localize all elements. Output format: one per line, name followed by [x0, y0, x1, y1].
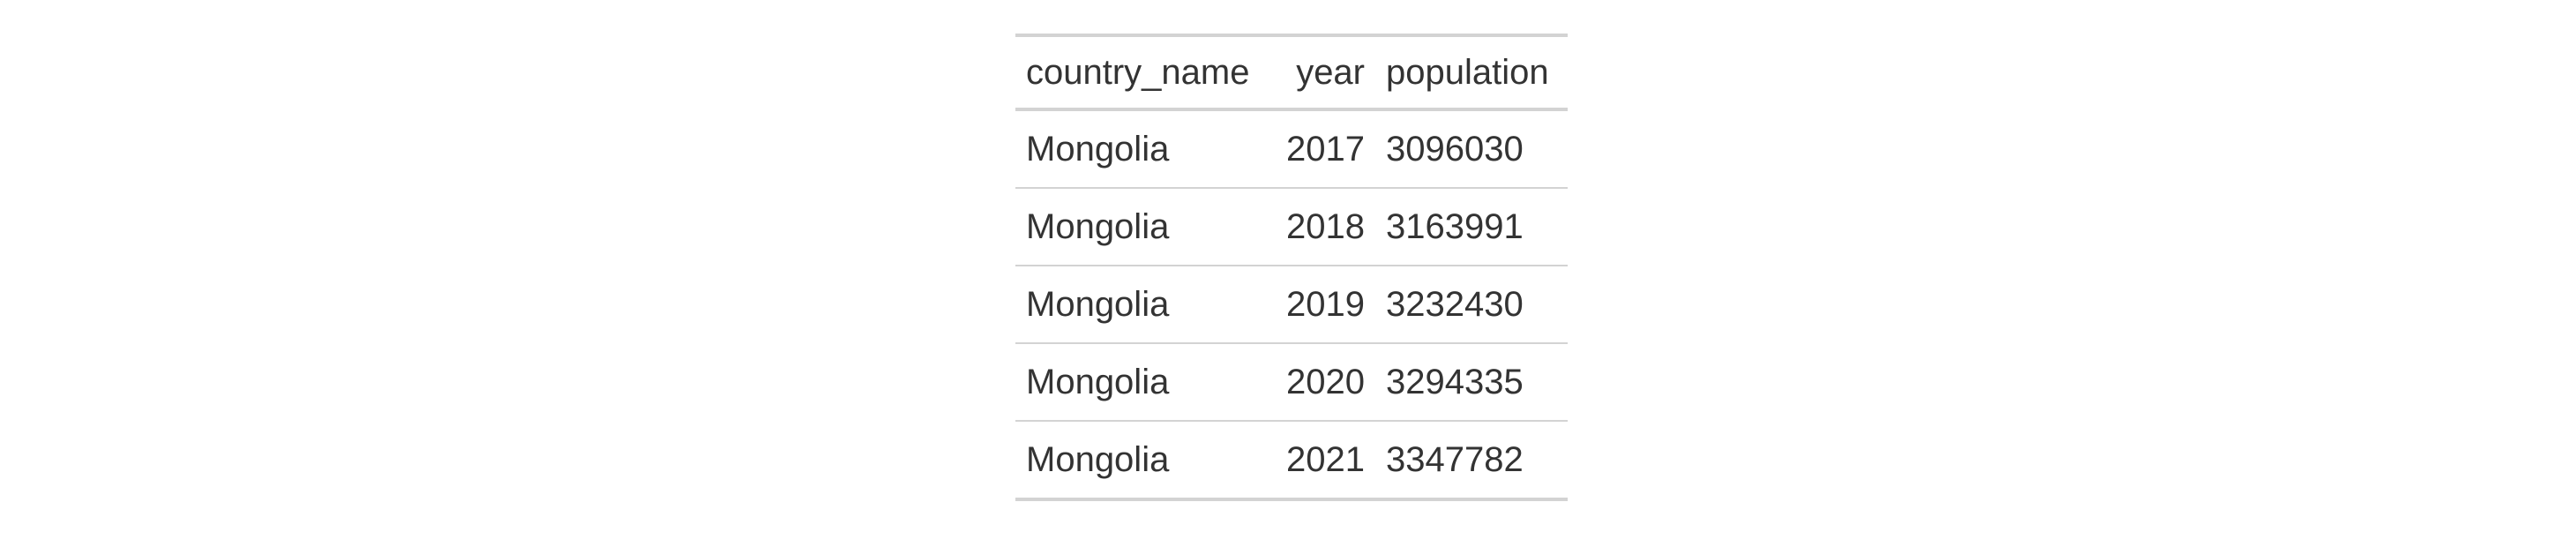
table-row: Mongolia 2021 3347782: [1015, 421, 1568, 499]
cell-population: 3347782: [1386, 439, 1524, 479]
table-row: Mongolia 2020 3294335: [1015, 343, 1568, 422]
cell-country-name: Mongolia: [1015, 109, 1271, 189]
cell-population: 3294335: [1375, 343, 1568, 422]
cell-population: 3232430: [1375, 266, 1568, 344]
column-header-year: year: [1270, 35, 1375, 111]
table-row: Mongolia 2018 3163991: [1015, 188, 1568, 266]
cell-country-name: Mongolia: [1015, 343, 1271, 422]
cell-year: 2019: [1270, 266, 1375, 344]
column-header-population: population: [1375, 35, 1568, 111]
cell-year: 2020: [1270, 343, 1375, 422]
column-header-country-name: country_name: [1015, 35, 1271, 111]
cell-country-name: Mongolia: [1015, 266, 1271, 344]
table-body: Mongolia 2017 3096030 Mongolia 2018 3163…: [1015, 109, 1568, 499]
cell-year: 2017: [1270, 109, 1375, 189]
cell-population: 3096030: [1375, 109, 1568, 189]
data-table-container: country_name year population Mongolia 20…: [1015, 34, 1568, 501]
table-row: Mongolia 2017 3096030: [1015, 109, 1568, 189]
header-row: country_name year population: [1015, 35, 1568, 111]
table-header: country_name year population: [1015, 35, 1568, 111]
cell-country-name: Mongolia: [1015, 188, 1271, 266]
cell-year: 2021: [1286, 439, 1365, 479]
cell-country-name: Mongolia: [1026, 439, 1170, 479]
data-table: country_name year population Mongolia 20…: [1015, 34, 1568, 501]
table-row: Mongolia 2019 3232430: [1015, 266, 1568, 344]
cell-year: 2018: [1270, 188, 1375, 266]
cell-population: 3163991: [1375, 188, 1568, 266]
